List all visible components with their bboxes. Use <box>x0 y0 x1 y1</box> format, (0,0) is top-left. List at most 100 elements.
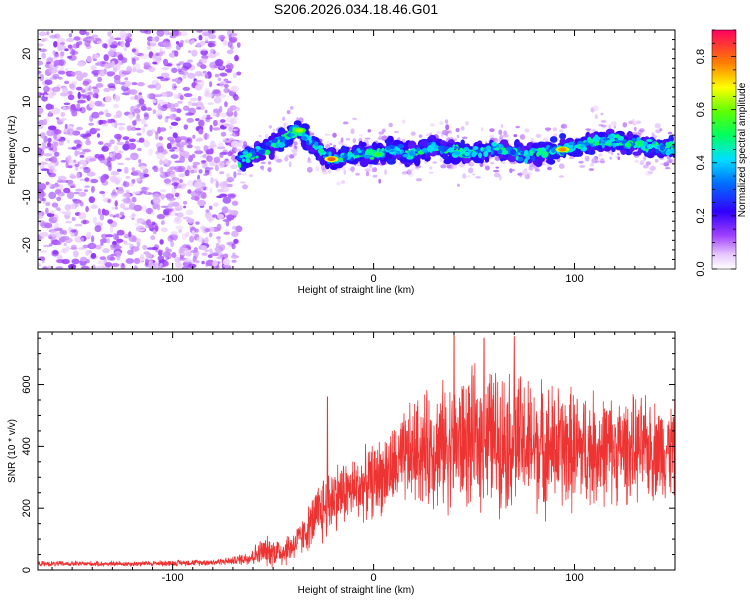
noise-speckle <box>38 60 44 66</box>
noise-speckle <box>196 30 203 33</box>
noise-speckle <box>50 210 55 215</box>
noise-speckle <box>123 200 133 204</box>
noise-speckle <box>117 162 124 166</box>
noise-speckle <box>121 92 130 96</box>
noise-speckle <box>39 231 49 237</box>
halo-speckle <box>534 169 541 172</box>
halo-speckle <box>647 170 654 175</box>
noise-speckle <box>56 259 65 264</box>
noise-speckle <box>119 263 123 266</box>
noise-speckle <box>64 204 72 211</box>
ridge-core <box>603 137 610 141</box>
noise-speckle <box>110 171 120 176</box>
noise-speckle <box>208 232 213 238</box>
x-tick-label: 100 <box>565 572 583 584</box>
noise-speckle <box>67 128 75 136</box>
noise-speckle <box>188 100 193 106</box>
noise-speckle <box>197 199 207 207</box>
noise-speckle <box>96 221 103 225</box>
noise-speckle <box>209 187 213 194</box>
noise-speckle <box>210 177 214 184</box>
ridge-core <box>402 154 409 158</box>
halo-speckle <box>455 127 460 133</box>
noise-speckle <box>133 265 138 269</box>
noise-speckle <box>229 118 237 125</box>
x-tick-label: -100 <box>162 273 184 285</box>
noise-speckle <box>122 136 130 141</box>
noise-speckle <box>75 166 79 171</box>
noise-speckle <box>194 84 203 91</box>
halo-speckle <box>381 128 386 133</box>
noise-speckle <box>187 218 195 225</box>
noise-speckle <box>174 165 183 173</box>
noise-speckle <box>76 172 80 179</box>
ridge-core <box>646 139 653 142</box>
ridge-core <box>472 146 479 151</box>
ridge-cell <box>420 153 426 160</box>
noise-speckle <box>178 61 185 65</box>
noise-speckle <box>111 60 115 68</box>
halo-speckle <box>495 166 500 169</box>
noise-speckle <box>194 260 200 264</box>
ridge-core <box>529 149 534 156</box>
noise-speckle <box>111 194 117 199</box>
noise-speckle <box>180 31 188 37</box>
noise-speckle <box>95 62 101 66</box>
noise-speckle <box>117 54 124 61</box>
noise-speckle <box>139 165 147 170</box>
halo-speckle <box>558 175 565 178</box>
noise-speckle <box>93 128 101 131</box>
halo-speckle <box>462 173 467 179</box>
halo-speckle <box>642 164 649 169</box>
noise-speckle <box>212 214 218 218</box>
halo-speckle <box>414 166 420 170</box>
noise-speckle <box>63 102 71 106</box>
y-tick-label: 0 <box>21 146 33 152</box>
noise-speckle <box>127 113 134 119</box>
halo-speckle <box>609 156 612 160</box>
noise-speckle <box>158 259 166 263</box>
noise-speckle <box>154 225 159 232</box>
ridge-cell <box>470 156 480 161</box>
noise-speckle <box>231 259 237 263</box>
halo-speckle <box>645 170 651 176</box>
halo-speckle <box>585 128 592 131</box>
noise-speckle <box>65 179 74 184</box>
halo-speckle <box>461 136 468 140</box>
noise-speckle <box>116 238 124 243</box>
noise-speckle <box>174 192 180 198</box>
ridge-core <box>277 142 286 148</box>
noise-speckle <box>69 175 77 179</box>
noise-speckle <box>80 256 88 262</box>
halo-speckle <box>579 164 586 168</box>
noise-speckle <box>97 260 105 265</box>
noise-speckle <box>71 216 76 222</box>
ridge-cell <box>498 154 504 159</box>
halo-speckle <box>544 127 552 131</box>
ridge-core <box>396 150 401 155</box>
noise-speckle <box>114 200 118 207</box>
noise-speckle <box>136 177 142 182</box>
halo-speckle <box>663 162 670 167</box>
colorbar-tick-label: 0.8 <box>695 49 707 64</box>
halo-speckle <box>594 114 598 120</box>
ridge-core <box>588 139 595 144</box>
noise-speckle <box>111 206 116 210</box>
noise-speckle <box>217 239 221 243</box>
noise-speckle <box>200 50 204 55</box>
noise-speckle <box>85 31 90 36</box>
halo-speckle <box>528 165 532 171</box>
noise-speckle <box>233 106 241 112</box>
noise-speckle <box>129 215 136 219</box>
ridge-cell <box>413 155 421 161</box>
noise-speckle <box>53 41 58 48</box>
noise-speckle <box>75 41 80 49</box>
ridge-core <box>604 142 612 146</box>
noise-speckle <box>107 31 112 37</box>
noise-speckle <box>90 66 97 71</box>
noise-speckle <box>109 139 115 145</box>
noise-speckle <box>56 196 62 202</box>
noise-speckle <box>58 210 66 213</box>
noise-speckle <box>64 123 68 129</box>
colorbar-gradient <box>711 29 737 270</box>
